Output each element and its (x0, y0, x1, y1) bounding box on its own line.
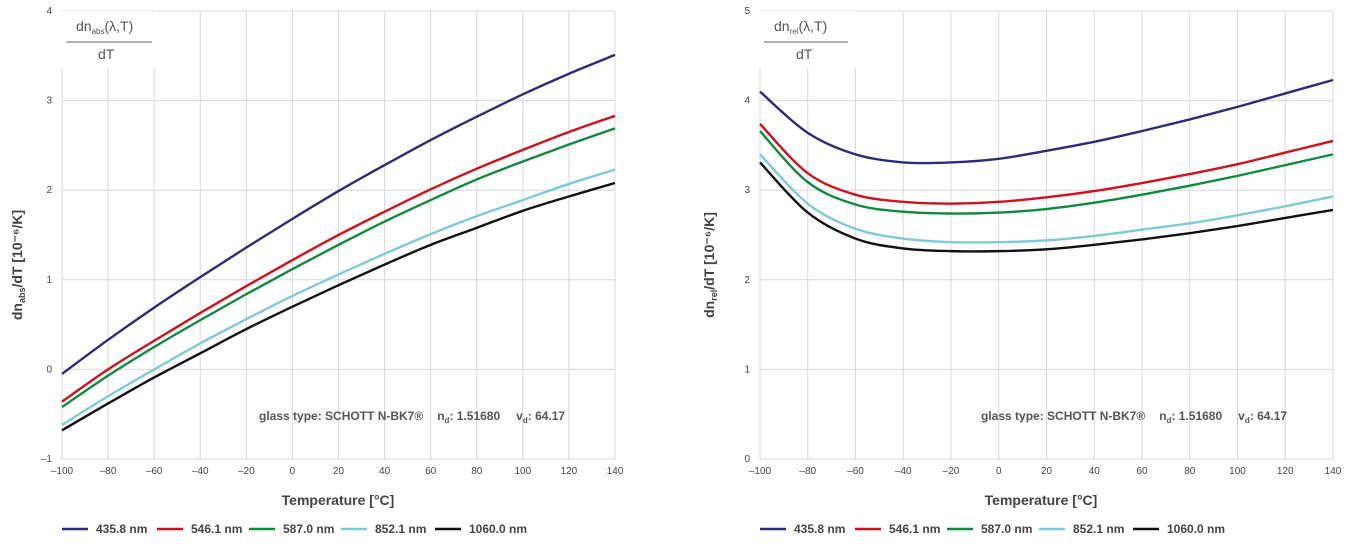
legend-label: 546.1 nm (889, 522, 940, 536)
left-y-axis-label: dnabs/dT [10⁻⁶/K] (9, 210, 27, 320)
series-line-587-0-nm (61, 127, 616, 409)
left-formula-box: dnabs(λ,T) dT (61, 11, 158, 68)
x-tick-label: 80 (1184, 466, 1196, 477)
y-tick-label: 4 (744, 96, 750, 107)
y-tick-label: 5 (744, 6, 750, 17)
x-tick-label: 100 (514, 466, 531, 477)
right-x-axis-label: Temperature [°C] (985, 492, 1098, 508)
right-glass-annotation: glass type: SCHOTT N-BK7® nd: 1.51680 vd: … (981, 409, 1287, 425)
x-tick-label: –20 (238, 466, 255, 477)
x-tick-label: 60 (1136, 466, 1148, 477)
right-series-lines (759, 78, 1334, 253)
series-line-546-1-nm (759, 123, 1334, 205)
y-tick-label: –1 (41, 454, 53, 465)
y-tick-label: 2 (46, 185, 52, 196)
x-tick-label: –100 (749, 466, 772, 477)
x-tick-label: –40 (895, 466, 912, 477)
x-tick-label: –60 (847, 466, 864, 477)
legend-label: 852.1 nm (375, 522, 426, 536)
x-tick-label: –80 (100, 466, 117, 477)
y-tick-label: 4 (46, 6, 52, 17)
x-tick-label: 120 (1277, 466, 1294, 477)
series-line-1060-0-nm (61, 181, 616, 432)
y-tick-label: 0 (744, 454, 750, 465)
x-tick-label: –80 (799, 466, 816, 477)
x-tick-label: 20 (1041, 466, 1053, 477)
right-formula-denominator: dT (796, 46, 813, 62)
x-tick-label: 0 (290, 466, 296, 477)
series-line-1060-0-nm (759, 161, 1334, 253)
left-series-lines (61, 53, 616, 432)
x-tick-label: 140 (1325, 466, 1342, 477)
legend-label: 852.1 nm (1073, 522, 1124, 536)
legend-label: 1060.0 nm (1167, 522, 1225, 536)
right-legend: 435.8 nm 546.1 nm 587.0 nm 852.1 nm 1060.0 n… (760, 522, 1225, 536)
series-line-546-1-nm (61, 114, 616, 403)
left-formula-numerator: dnabs(λ,T) (76, 18, 133, 36)
y-tick-label: 3 (46, 96, 52, 107)
x-tick-label: 100 (1229, 466, 1246, 477)
x-tick-label: –60 (146, 466, 163, 477)
x-tick-label: 40 (1089, 466, 1101, 477)
x-tick-label: –100 (51, 466, 74, 477)
legend-label: 435.8 nm (96, 522, 147, 536)
y-tick-label: 1 (744, 364, 750, 375)
right-formula-box: dnrel(λ,T) dT (759, 11, 856, 68)
left-legend: 435.8 nm 546.1 nm 587.0 nm 852.1 nm 1060.0 n… (62, 522, 527, 536)
legend-label: 435.8 nm (794, 522, 845, 536)
right-y-axis-label: dnrel/dT [10⁻⁶/K] (701, 212, 719, 318)
right-formula-numerator: dnrel(λ,T) (774, 18, 827, 36)
x-tick-label: 80 (471, 466, 483, 477)
left-x-axis-label: Temperature [°C] (282, 492, 395, 508)
legend-label: 546.1 nm (191, 522, 242, 536)
left-tick-labels: –100 –80 –60 –40 –20 0 20 40 60 80 100 120 140 –1 0 1 2 3… (41, 6, 624, 477)
series-line-435-8-nm (61, 53, 616, 375)
x-tick-label: 60 (425, 466, 437, 477)
chart-left: –100 –80 –60 –40 –20 0 20 40 60 80 100 120 140 –1 0 1 2 3… (9, 6, 624, 536)
right-tick-labels: –100 –80 –60 –40 –20 0 20 40 60 80 100 120 140 0 1 2 3 4 5 (744, 6, 1341, 477)
series-line-435-8-nm (759, 78, 1334, 165)
left-formula-denominator: dT (98, 46, 115, 62)
series-line-587-0-nm (759, 130, 1334, 215)
series-line-852-1-nm (61, 168, 616, 426)
series-line-852-1-nm (759, 153, 1334, 244)
x-tick-label: 40 (379, 466, 391, 477)
y-tick-label: 1 (46, 275, 52, 286)
y-tick-label: 3 (744, 185, 750, 196)
chart-right: –100 –80 –60 –40 –20 0 20 40 60 80 100 120 140 0 1 2 3 4 5… (701, 6, 1342, 536)
x-tick-label: –20 (943, 466, 960, 477)
legend-label: 587.0 nm (981, 522, 1032, 536)
y-tick-label: 0 (46, 364, 52, 375)
right-grid (759, 10, 1334, 460)
x-tick-label: 120 (561, 466, 578, 477)
x-tick-label: 0 (996, 466, 1002, 477)
left-glass-annotation: glass type: SCHOTT N-BK7® nd: 1.51680 vd: … (259, 409, 565, 425)
x-tick-label: 20 (333, 466, 345, 477)
legend-label: 1060.0 nm (469, 522, 527, 536)
x-tick-label: –40 (192, 466, 209, 477)
y-tick-label: 2 (744, 275, 750, 286)
legend-label: 587.0 nm (283, 522, 334, 536)
x-tick-label: 140 (607, 466, 624, 477)
